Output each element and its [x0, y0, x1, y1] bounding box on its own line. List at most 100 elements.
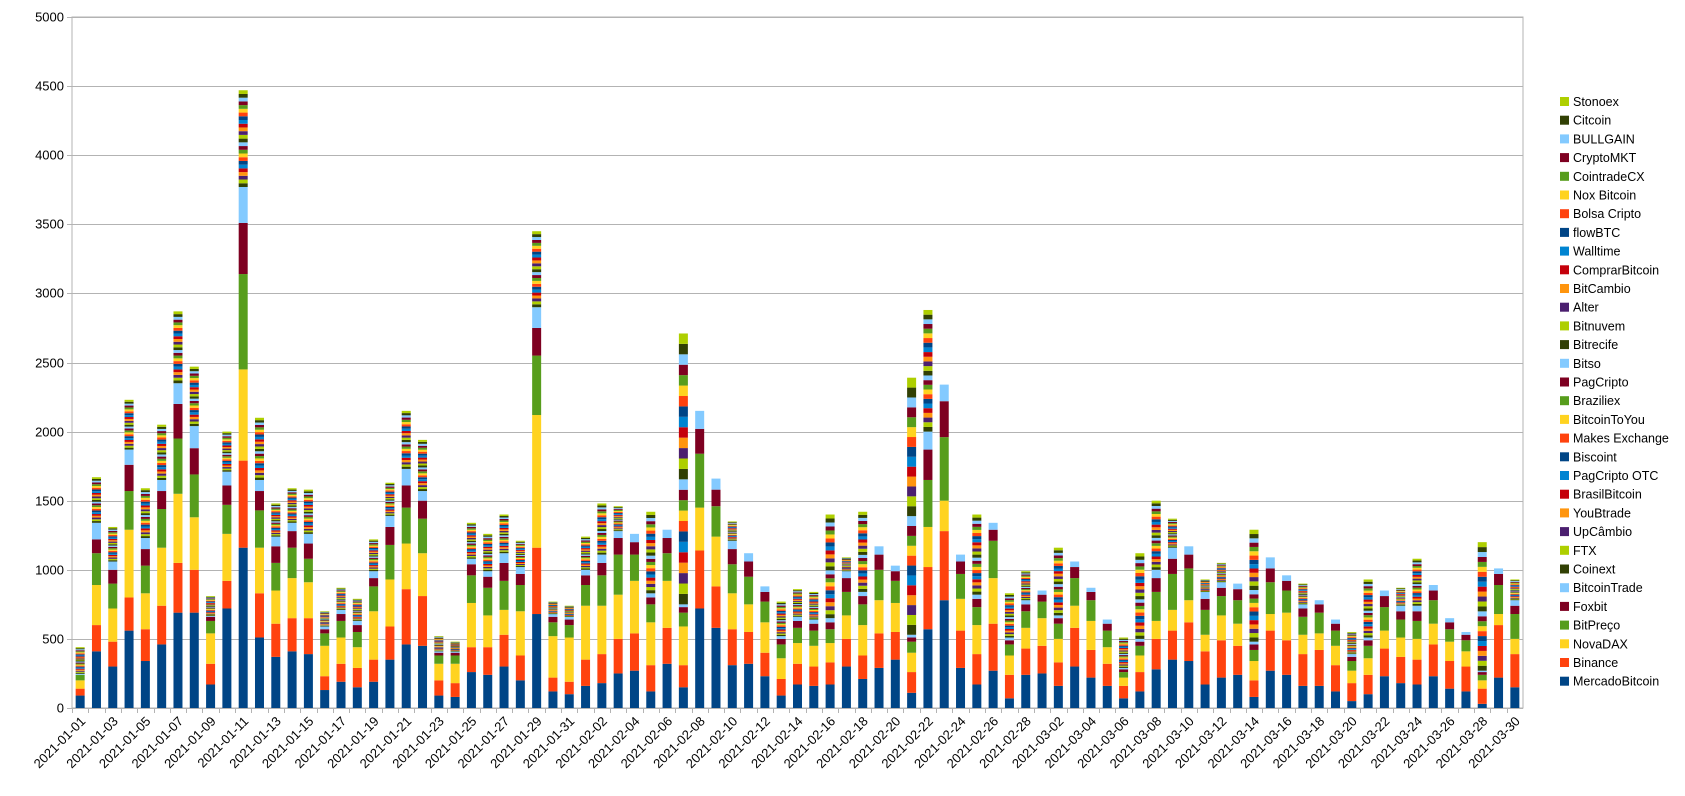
bar-segment [1347, 701, 1357, 708]
bar-segment [629, 670, 639, 708]
bar-segment [369, 554, 379, 556]
bar-segment [597, 536, 607, 539]
bar-segment [1037, 601, 1047, 619]
bar-segment [157, 475, 167, 478]
bar-segment [1298, 593, 1308, 595]
bar-segment [271, 532, 281, 535]
bar-segment [1412, 584, 1422, 586]
bar-segment [956, 573, 966, 599]
bar-segment [140, 513, 150, 516]
legend-swatch [1560, 414, 1569, 424]
bar-segment [972, 536, 982, 540]
bar-segment [483, 539, 493, 542]
legend-label: MercadoBitcoin [1573, 675, 1659, 689]
bar-segment [515, 543, 525, 545]
bar-segment [466, 526, 476, 529]
bar-segment [483, 647, 493, 675]
bar-segment [222, 504, 232, 534]
bar-segment [173, 374, 183, 378]
bar-segment [1053, 594, 1063, 598]
bar-segment [613, 521, 623, 523]
bar-segment [564, 607, 574, 608]
bar-segment [271, 516, 281, 518]
bar-segment [972, 560, 982, 564]
bar-segment [369, 681, 379, 708]
bar-segment [336, 604, 346, 606]
bar-segment [75, 672, 85, 674]
bar-segment [401, 444, 411, 447]
bar-segment [532, 547, 542, 615]
bar-segment [613, 673, 623, 708]
bar-segment [206, 609, 216, 610]
bar-segment [564, 615, 574, 616]
bar-segment [124, 424, 134, 427]
bar-segment [646, 691, 656, 708]
bar-segment [548, 607, 558, 609]
bar-segment [157, 605, 167, 645]
bar-segment [1494, 573, 1504, 586]
bar-segment [91, 539, 101, 554]
legend-swatch [1560, 527, 1569, 537]
bar-segment [189, 612, 199, 708]
bar-segment [1053, 591, 1063, 595]
bar-segment [1200, 586, 1210, 587]
bar-segment [1461, 634, 1471, 641]
bar-segment [124, 415, 134, 418]
bar-segment [1347, 670, 1357, 684]
bar-segment [1396, 600, 1406, 602]
bar-segment [1151, 559, 1161, 562]
bar-segment [825, 514, 835, 519]
bar-segment [972, 542, 982, 546]
bar-segment [1412, 582, 1422, 585]
bar-segment [1233, 600, 1243, 624]
bar-segment [352, 614, 362, 615]
bar-segment [189, 382, 199, 385]
bar-segment [972, 529, 982, 534]
bar-segment [1396, 602, 1406, 603]
bar-segment [1167, 533, 1177, 535]
bar-segment [793, 605, 802, 607]
bar-segment [858, 582, 868, 586]
bar-segment [1363, 595, 1373, 598]
bar-segment [727, 527, 737, 529]
bar-segment [287, 505, 297, 507]
bar-segment [776, 604, 786, 606]
bar-segment [1445, 618, 1455, 623]
bar-segment [352, 614, 362, 616]
bar-segment [776, 609, 786, 611]
bar-segment [1070, 605, 1080, 628]
bar-segment [173, 366, 183, 370]
bar-segment [923, 375, 933, 381]
bar-segment [613, 511, 623, 513]
bar-segment [1510, 638, 1520, 655]
bar-segment [254, 460, 264, 464]
bar-segment [809, 685, 819, 708]
bar-segment [483, 548, 493, 550]
bar-segment [695, 507, 705, 551]
bar-segment [1249, 577, 1259, 582]
bar-segment [238, 97, 248, 102]
bar-segment [1249, 633, 1259, 638]
bar-segment [1347, 640, 1357, 642]
bar-segment [793, 599, 802, 601]
bar-segment [597, 509, 607, 512]
bar-segment [646, 549, 656, 553]
bar-segment [646, 543, 656, 547]
bar-segment [1477, 674, 1487, 681]
bar-segment [923, 309, 933, 315]
bar-segment [1298, 599, 1308, 601]
bar-segment [238, 183, 248, 187]
bar-segment [907, 692, 917, 708]
bar-segment [564, 613, 574, 614]
bar-segment [157, 443, 167, 446]
bar-segment [303, 494, 313, 497]
y-tick-label: 2500 [35, 356, 64, 371]
bar-segment [271, 509, 281, 512]
bar-segment [1363, 635, 1373, 638]
bar-segment [254, 441, 264, 445]
bar-segment [254, 439, 264, 442]
bar-segment [336, 602, 346, 604]
legend-swatch [1560, 489, 1569, 499]
bar-segment [1216, 564, 1226, 566]
bar-segment [1135, 619, 1145, 623]
